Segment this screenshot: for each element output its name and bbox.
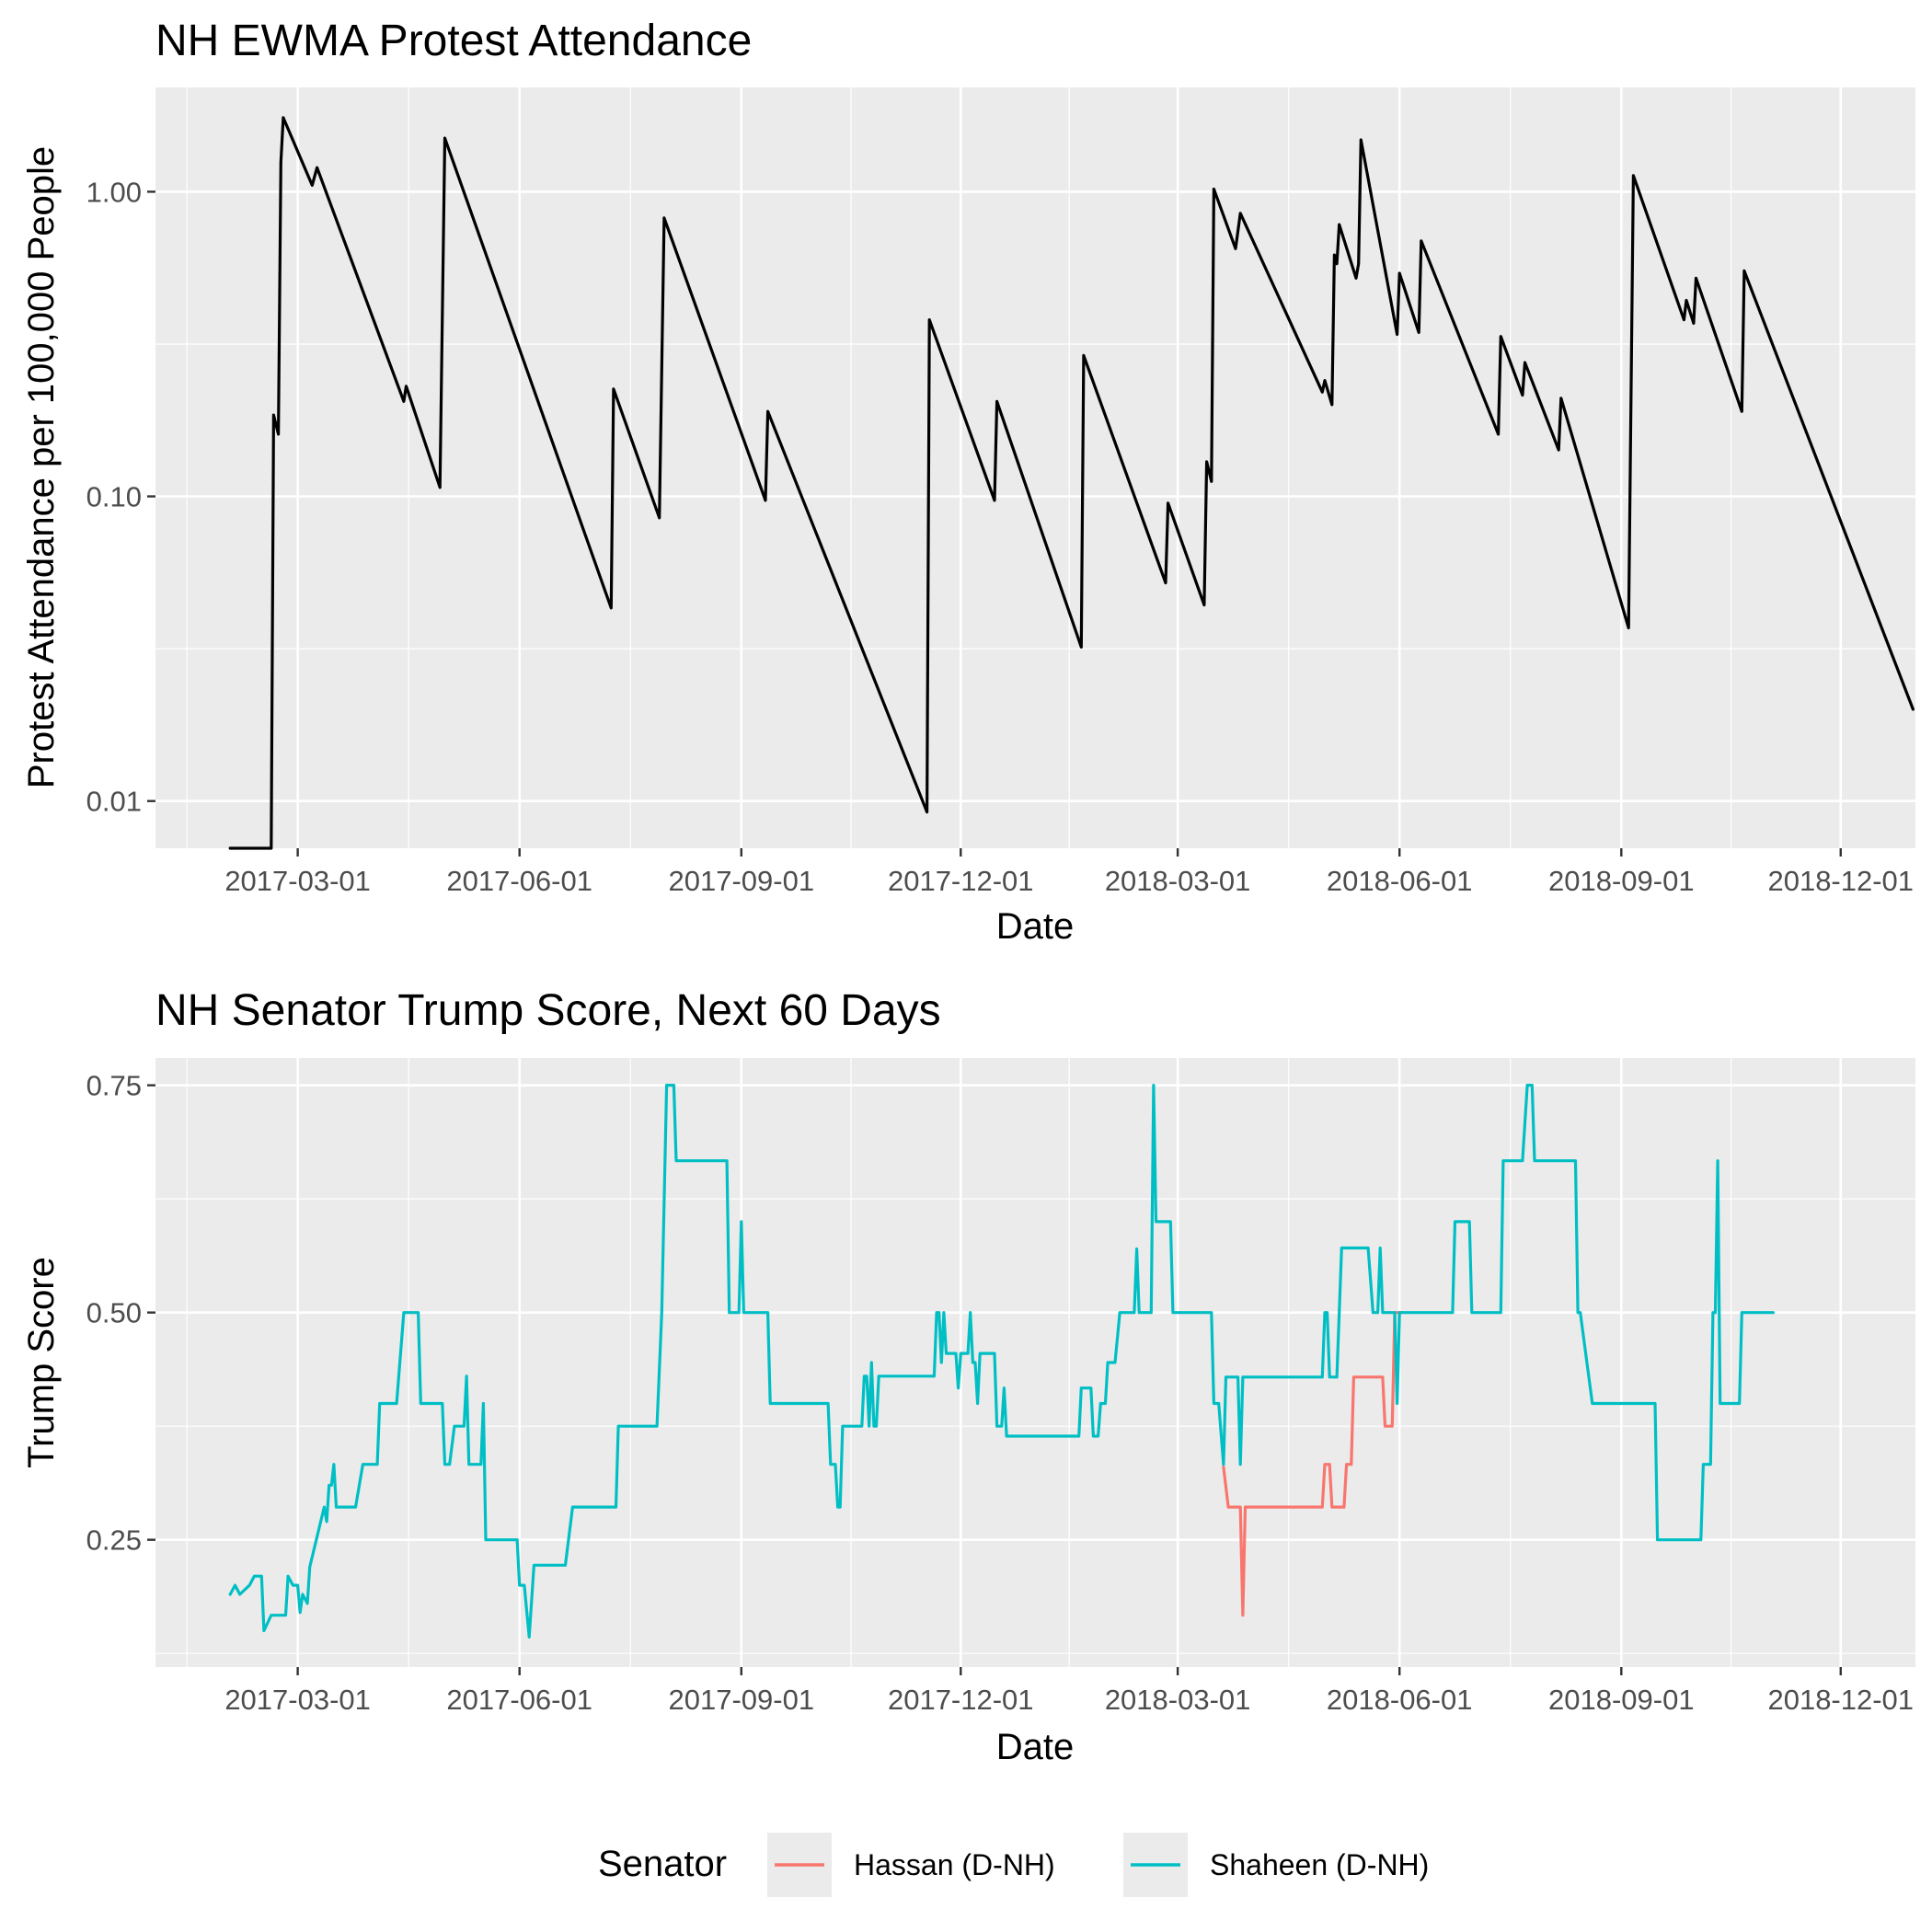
x-tick-label: 2018-09-01 [1548, 865, 1695, 897]
series-line-1 [1222, 1311, 1404, 1617]
series-lines [228, 116, 1915, 850]
x-tick-label: 2018-12-01 [1767, 1684, 1914, 1716]
y-tick-label: 0.25 [86, 1524, 142, 1557]
x-tick-label: 2017-03-01 [224, 865, 371, 897]
series-line-1 [228, 116, 1915, 850]
legend: Senator Hassan (D-NH) Shaheen (D-NH) [598, 1833, 1429, 1897]
x-axis-title: Date [996, 906, 1075, 947]
x-tick-label: 2018-12-01 [1767, 865, 1914, 897]
x-tick-label: 2018-06-01 [1327, 1684, 1473, 1716]
gridlines [155, 1058, 1915, 1667]
y-tick-label: 0.01 [86, 786, 142, 818]
x-axis-ticks: 2017-03-01 2017-06-01 2017-09-01 2017-12-01… [224, 1667, 1914, 1716]
x-tick-label: 2017-03-01 [224, 1684, 371, 1716]
x-axis-title: Date [996, 1727, 1075, 1767]
y-axis-ticks: 0.25 0.50 0.75 [86, 1070, 155, 1557]
legend-item-shaheen: Shaheen (D-NH) [1123, 1833, 1429, 1897]
legend-label: Shaheen (D-NH) [1210, 1848, 1429, 1881]
x-tick-label: 2017-06-01 [446, 865, 592, 897]
y-tick-label: 1.00 [86, 176, 142, 208]
x-tick-label: 2017-09-01 [669, 865, 815, 897]
trump-score-chart: NH Senator Trump Score, Next 60 Days 0.2… [21, 986, 1915, 1767]
protest-attendance-chart: NH EWMA Protest Attendance 0.010.101.00 … [21, 17, 1915, 947]
x-tick-label: 2017-09-01 [669, 1684, 815, 1716]
chart-title: NH Senator Trump Score, Next 60 Days [155, 986, 941, 1035]
legend-title: Senator [598, 1844, 727, 1884]
x-tick-label: 2017-06-01 [446, 1684, 592, 1716]
y-tick-label: 0.75 [86, 1070, 142, 1102]
plot-background [155, 87, 1915, 848]
y-tick-label: 0.10 [86, 481, 142, 513]
gridlines [155, 87, 1915, 848]
y-axis-ticks: 0.01 0.10 1.00 [86, 176, 155, 818]
x-tick-label: 2018-03-01 [1105, 865, 1251, 897]
x-tick-label: 2018-03-01 [1105, 1684, 1251, 1716]
y-axis-title: Trump Score [21, 1257, 62, 1468]
legend-label: Hassan (D-NH) [854, 1848, 1055, 1881]
chart-title: NH EWMA Protest Attendance [155, 17, 752, 65]
y-tick-label: 0.50 [86, 1297, 142, 1329]
series-line-2 [228, 1084, 1775, 1639]
x-tick-label: 2018-06-01 [1327, 865, 1473, 897]
x-tick-label: 2018-09-01 [1548, 1684, 1695, 1716]
legend-item-hassan: Hassan (D-NH) [767, 1833, 1055, 1897]
series-lines [228, 1084, 1775, 1639]
y-axis-title: Protest Attendance per 100,000 People [21, 146, 62, 788]
x-axis-ticks: 2017-03-01 2017-06-01 2017-09-01 2017-12-01… [224, 848, 1914, 897]
x-tick-label: 2017-12-01 [888, 865, 1034, 897]
x-tick-label: 2017-12-01 [888, 1684, 1034, 1716]
